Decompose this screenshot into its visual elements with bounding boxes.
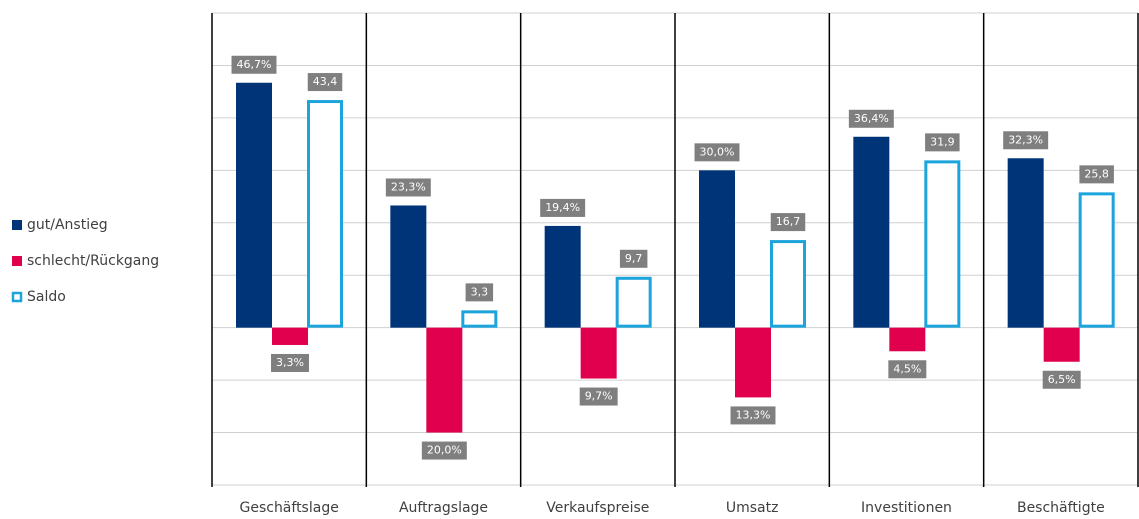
bar — [924, 160, 961, 328]
bar — [889, 327, 926, 352]
x-tick-label: Geschäftslage — [239, 500, 338, 516]
value-label-box — [421, 441, 467, 460]
value-label: 20,0% — [427, 444, 462, 457]
legend-swatch — [12, 256, 22, 266]
value-label-box — [1003, 131, 1049, 150]
bar — [307, 100, 343, 328]
value-label: 4,5% — [893, 362, 921, 375]
bar — [1007, 158, 1044, 328]
x-tick-label: Investitionen — [861, 500, 952, 516]
x-tick-label: Beschäftigte — [1017, 500, 1105, 516]
value-label-box — [579, 387, 618, 406]
x-tick-label: Umsatz — [726, 500, 779, 516]
bar — [770, 240, 806, 328]
value-label-box — [848, 109, 894, 128]
legend-label: schlecht/Rückgang — [27, 253, 159, 269]
value-label-box — [271, 353, 309, 372]
value-label: 30,0% — [700, 145, 735, 158]
bar — [699, 170, 735, 328]
bar — [272, 327, 308, 345]
bar — [735, 327, 771, 398]
bar — [236, 82, 272, 328]
value-label: 3,3 — [471, 285, 489, 298]
value-label: 25,8 — [1084, 167, 1109, 180]
x-tick-label: Verkaufspreise — [546, 500, 649, 516]
legend-swatch — [12, 220, 22, 230]
value-label-box — [465, 283, 494, 302]
bar — [853, 136, 890, 328]
x-tick-label: Auftragslage — [399, 500, 488, 516]
value-label: 32,3% — [1008, 133, 1043, 146]
value-label: 6,5% — [1048, 373, 1076, 386]
legend-label: gut/Anstieg — [27, 217, 108, 233]
bar — [1078, 192, 1115, 328]
value-label: 43,4 — [313, 75, 338, 88]
value-label-box — [1079, 165, 1114, 184]
value-label-box — [730, 406, 776, 425]
value-label: 9,7% — [585, 390, 613, 403]
bar — [615, 276, 652, 328]
value-label: 13,3% — [736, 408, 771, 421]
value-label-box — [925, 133, 960, 152]
value-label-box — [619, 249, 648, 268]
legend-swatch — [11, 291, 23, 303]
bar — [426, 327, 463, 433]
value-label-box — [694, 143, 740, 162]
legend-label: Saldo — [27, 289, 66, 305]
bar — [390, 205, 427, 328]
value-label-box — [540, 198, 586, 217]
value-label: 9,7 — [625, 252, 643, 265]
value-label: 23,3% — [391, 180, 426, 193]
bar — [580, 327, 617, 379]
value-label: 31,9 — [930, 135, 955, 148]
value-label-box — [888, 360, 927, 379]
value-label-box — [1042, 370, 1081, 389]
value-label-box — [231, 55, 277, 74]
value-label: 16,7 — [776, 215, 801, 228]
value-label: 46,7% — [237, 58, 272, 71]
value-label: 19,4% — [545, 201, 580, 214]
value-label-box — [307, 73, 343, 92]
bar — [1043, 327, 1080, 362]
value-label: 36,4% — [854, 112, 889, 125]
value-label-box — [770, 213, 806, 232]
bar — [461, 310, 498, 328]
value-label-box — [385, 178, 431, 197]
value-label: 3,3% — [276, 356, 304, 369]
bar — [544, 225, 581, 328]
